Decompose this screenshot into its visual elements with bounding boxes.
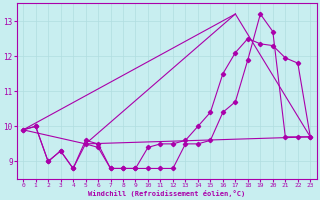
X-axis label: Windchill (Refroidissement éolien,°C): Windchill (Refroidissement éolien,°C): [88, 190, 245, 197]
